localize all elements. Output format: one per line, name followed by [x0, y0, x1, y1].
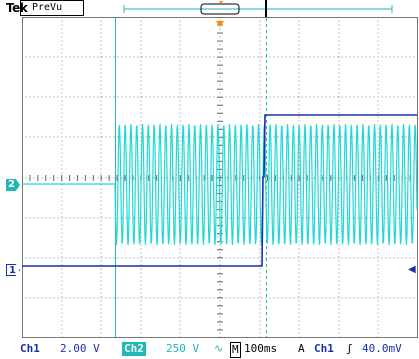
trigger-level-arrow-icon[interactable]: ◀ — [408, 264, 416, 275]
brand-logo: Tek — [6, 1, 28, 15]
top-bar: Tek PreVu — [0, 0, 419, 17]
ch1-ground-marker[interactable]: 1 — [6, 264, 20, 276]
rising-edge-icon: ʃ — [346, 342, 353, 355]
ch2-scale: 250 V — [166, 342, 200, 355]
record-position-indicator — [20, 0, 393, 17]
ac-coupling-icon: ∿ — [214, 342, 224, 355]
trigger-source[interactable]: Ch1 — [314, 342, 334, 355]
ch1-label[interactable]: Ch1 — [20, 342, 40, 355]
ch1-waveform — [22, 114, 417, 267]
timebase-value[interactable]: 100ms — [244, 342, 278, 355]
trigger-mode-label: A — [298, 342, 305, 355]
trigger-level[interactable]: 40.0mV — [362, 342, 402, 355]
timebase-label: M — [230, 342, 241, 358]
status-bar: Ch1 2.00 V Ch2 250 V ∿ M 100ms A Ch1 ʃ 4… — [0, 339, 419, 359]
ch2-waveform — [22, 124, 418, 245]
ch2-label[interactable]: Ch2 — [122, 342, 146, 356]
acquisition-mode: PreVu — [32, 2, 63, 13]
ch2-ground-marker[interactable]: 2 — [6, 179, 20, 191]
ch1-scale: 2.00 V — [60, 342, 100, 355]
graticule — [22, 17, 418, 338]
trigger-position-icon — [216, 21, 224, 27]
grid-lines — [22, 17, 415, 338]
